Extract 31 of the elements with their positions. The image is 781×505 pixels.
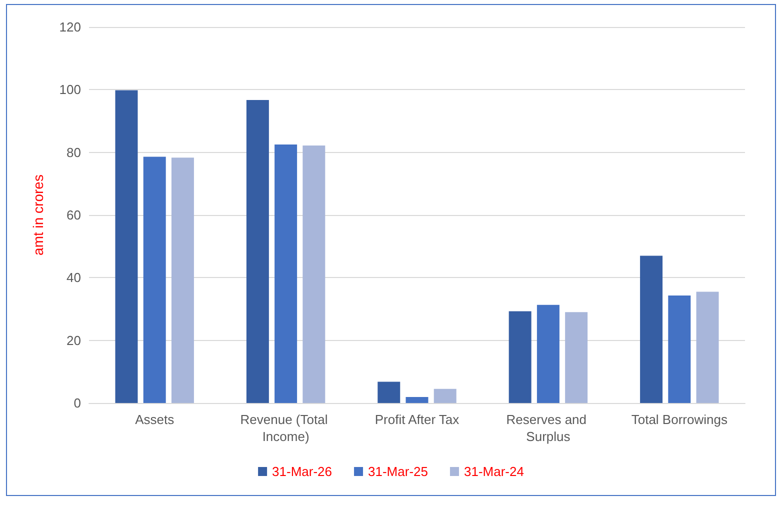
y-tick-label: 60	[66, 208, 81, 222]
x-tick-label: Total Borrowings	[631, 412, 728, 427]
bar	[434, 388, 456, 403]
x-tick-label: Reserves and Surplus	[506, 412, 590, 444]
bar	[406, 397, 428, 403]
y-axis-title: amt in crores	[30, 174, 46, 256]
y-tick-label: 100	[59, 82, 81, 98]
y-tick-label: 20	[66, 332, 81, 348]
x-tick-label: Profit After Tax	[374, 412, 460, 427]
bar	[115, 90, 138, 403]
legend-label: 31-Mar-25	[368, 464, 428, 479]
bar	[143, 156, 166, 403]
bar	[508, 311, 532, 403]
bar	[536, 304, 560, 403]
x-tick-label: Assets	[135, 412, 175, 427]
x-tick-label: Revenue (Total Income)	[240, 412, 332, 444]
y-tick-label: 120	[59, 20, 81, 34]
y-tick-label: 0	[74, 396, 81, 410]
bar	[668, 296, 691, 403]
legend-label: 31-Mar-26	[272, 464, 332, 479]
bar	[696, 292, 719, 403]
bar	[171, 158, 194, 403]
bar	[378, 382, 400, 403]
bar	[640, 256, 663, 403]
bar	[274, 144, 298, 403]
y-tick-label: 40	[66, 270, 81, 286]
legend-label: 31-Mar-24	[464, 464, 524, 479]
y-tick-label: 80	[66, 144, 81, 160]
bar	[246, 100, 269, 403]
bar	[565, 312, 588, 403]
bar	[302, 145, 326, 403]
